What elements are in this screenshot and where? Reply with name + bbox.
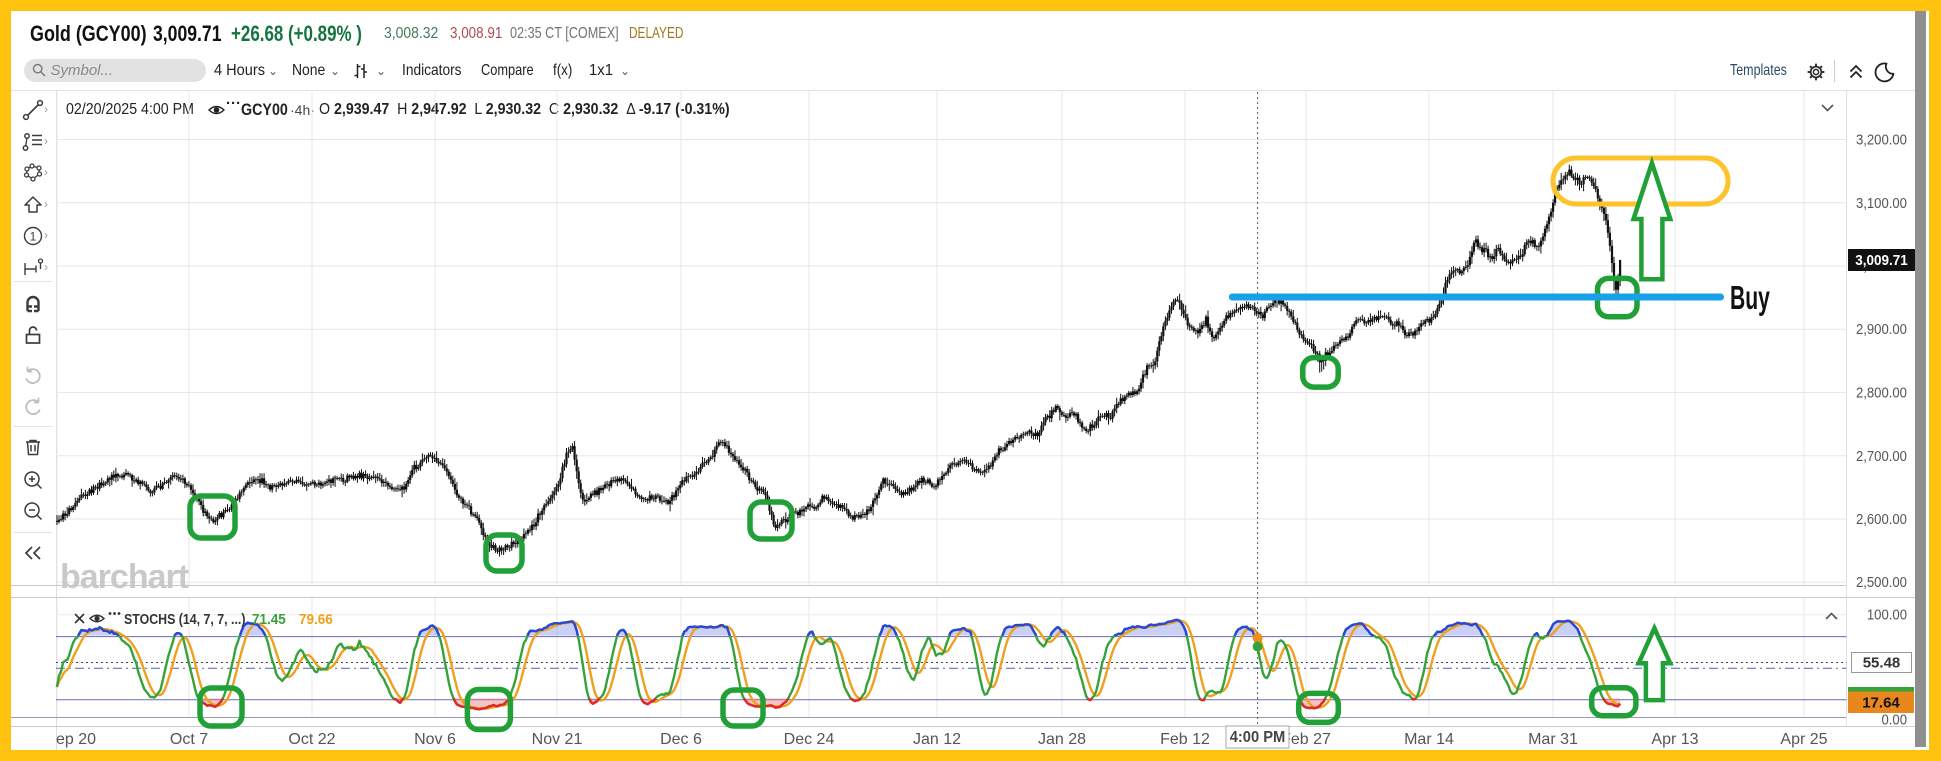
svg-text:Jan 28: Jan 28	[1038, 731, 1086, 748]
svg-text:3,009.71: 3,009.71	[1855, 252, 1908, 269]
svg-text:Apr 25: Apr 25	[1780, 731, 1827, 748]
svg-text:Jan 12: Jan 12	[913, 731, 961, 748]
svg-text:100.00: 100.00	[1867, 606, 1907, 623]
svg-text:71.45: 71.45	[252, 611, 286, 628]
svg-text:Dec 6: Dec 6	[660, 731, 702, 748]
svg-text:2,500.00: 2,500.00	[1856, 573, 1907, 590]
svg-text:Mar 31: Mar 31	[1528, 731, 1578, 748]
svg-text:55.48: 55.48	[1863, 655, 1901, 672]
svg-text:1: 1	[30, 230, 37, 244]
svg-text:Nov 21: Nov 21	[532, 731, 583, 748]
svg-text:2,600.00: 2,600.00	[1856, 510, 1907, 527]
svg-text:STOCHS (14, 7, 7, ...): STOCHS (14, 7, 7, ...)	[124, 611, 245, 627]
svg-text:Mar 14: Mar 14	[1404, 731, 1454, 748]
svg-text:17.64: 17.64	[1862, 695, 1900, 712]
svg-text:4:00 PM: 4:00 PM	[1230, 728, 1286, 746]
svg-text:Nov 6: Nov 6	[414, 731, 456, 748]
svg-text:79.66: 79.66	[299, 611, 333, 628]
svg-text:Oct 7: Oct 7	[170, 731, 208, 748]
svg-text:2,900.00: 2,900.00	[1856, 320, 1907, 337]
svg-text:Feb 27: Feb 27	[1281, 731, 1331, 748]
svg-text:Oct 22: Oct 22	[288, 731, 335, 748]
svg-text:Buy: Buy	[1730, 279, 1770, 316]
svg-text:Feb 12: Feb 12	[1160, 731, 1210, 748]
svg-text:3,100.00: 3,100.00	[1856, 194, 1907, 211]
svg-text:0.00: 0.00	[1881, 710, 1907, 727]
svg-text:2,800.00: 2,800.00	[1856, 384, 1907, 401]
svg-text:3,200.00: 3,200.00	[1856, 131, 1907, 148]
svg-text:ep 20: ep 20	[56, 731, 96, 748]
svg-text:barchart: barchart	[60, 558, 189, 596]
svg-text:2,700.00: 2,700.00	[1856, 447, 1907, 464]
svg-text:Dec 24: Dec 24	[784, 731, 835, 748]
svg-text:Apr 13: Apr 13	[1651, 731, 1698, 748]
